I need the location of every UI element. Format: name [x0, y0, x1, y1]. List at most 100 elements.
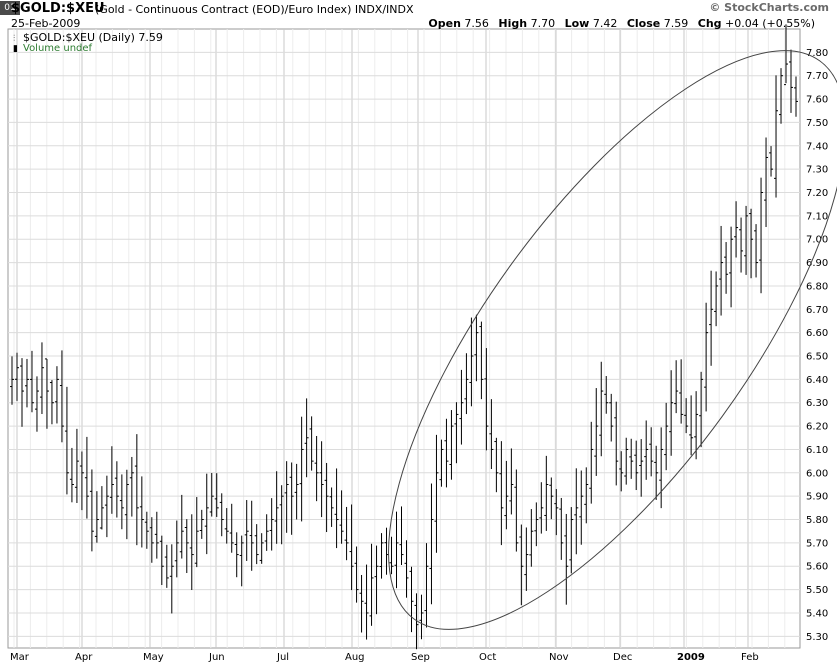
ohlc-bar: [379, 533, 384, 579]
ohlc-bar: [194, 497, 199, 568]
ohlc-bar: [184, 519, 189, 574]
ohlc-readout: Open 7.56 High 7.70 Low 7.42 Close 7.59 …: [428, 17, 821, 30]
ohlc-bar: [149, 517, 154, 563]
ohlc-bar: [254, 524, 259, 565]
ohlc-bar: [589, 421, 594, 504]
ohlc-bar: [359, 574, 364, 633]
ohlc-bar: [409, 566, 414, 633]
ohlc-bar: [699, 371, 704, 448]
ohlc-bar: [114, 461, 119, 518]
ohlc-bar: [494, 437, 499, 493]
ohlc-bar: [174, 520, 179, 578]
ohlc-bar: [714, 271, 719, 327]
ohlc-bar: [539, 482, 544, 534]
ohlc-bar: [674, 360, 679, 414]
y-tick-label: 5.80: [806, 515, 828, 526]
ohlc-bar: [319, 441, 324, 518]
ohlc-bar: [509, 448, 514, 515]
ohlc-bar: [414, 593, 419, 650]
ohlc-bar: [169, 544, 174, 614]
chart-date: 25-Feb-2009: [11, 17, 81, 30]
ohlc-bar: [759, 177, 764, 294]
ohlc-bar: [429, 483, 434, 605]
x-tick-label: Jun: [208, 652, 225, 663]
ohlc-bar: [29, 350, 34, 413]
ohlc-bar: [349, 504, 354, 591]
ohlc-bar: [419, 594, 424, 640]
y-tick-label: 7.30: [806, 165, 828, 176]
ohlc-bar: [404, 540, 409, 598]
ohlc-bar: [309, 416, 314, 471]
x-tick-label: Apr: [75, 652, 93, 663]
ohlc-bar: [159, 535, 164, 586]
ohlc-bar: [724, 242, 729, 294]
open-label: Open: [428, 17, 461, 30]
ohlc-bar: [274, 471, 279, 544]
ohlc-bar: [489, 399, 494, 470]
ohlc-bar: [434, 434, 439, 553]
ohlc-bar-icon: ⫶: [13, 34, 16, 44]
x-tick-label: Jul: [276, 652, 289, 663]
ohlc-bar: [199, 509, 204, 539]
ohlc-bar: [59, 350, 64, 443]
ohlc-bar: [424, 543, 429, 628]
ohlc-bar: [444, 418, 449, 488]
ohlc-bar: [399, 506, 404, 566]
y-tick-label: 6.30: [806, 398, 828, 409]
ohlc-bar: [239, 535, 244, 587]
ohlc-bar: [474, 314, 479, 382]
y-tick-label: 5.70: [806, 538, 828, 549]
y-tick-label: 5.90: [806, 492, 828, 503]
x-tick-label: Feb: [741, 652, 759, 663]
y-tick-label: 6.60: [806, 328, 828, 339]
ohlc-bar: [94, 491, 99, 543]
x-tick-label: Nov: [549, 652, 569, 663]
ohlc-bar: [234, 532, 239, 578]
ohlc-bar: [364, 564, 369, 640]
ohlc-bar: [709, 270, 714, 366]
ohlc-bar: [394, 511, 399, 589]
stockcharts-logo: © StockCharts.com: [709, 1, 829, 14]
y-tick-label: 7.70: [806, 71, 828, 82]
ohlc-bar: [594, 388, 599, 476]
x-tick-label: 2009: [677, 652, 705, 663]
y-tick-label: 6.90: [806, 258, 828, 269]
y-tick-label: 7.00: [806, 235, 828, 246]
ohlc-bar: [294, 463, 299, 520]
ohlc-bar: [544, 455, 549, 531]
y-tick-label: 6.40: [806, 375, 828, 386]
low-value: 7.42: [592, 17, 618, 30]
ohlc-bar: [694, 391, 699, 460]
y-tick-label: 5.60: [806, 562, 828, 573]
x-tick-label: May: [143, 652, 164, 663]
ohlc-bar: [354, 546, 359, 603]
ohlc-bar: [64, 386, 69, 495]
ohlc-bar: [779, 68, 784, 124]
ohlc-bar: [614, 401, 619, 486]
ohlc-bar: [439, 439, 444, 487]
y-tick-label: 5.40: [806, 608, 828, 619]
y-tick-label: 6.10: [806, 445, 828, 456]
ohlc-bar: [679, 359, 684, 424]
ohlc-bar: [634, 440, 639, 491]
trend-ellipse-annotation: [388, 50, 837, 630]
plot-area: [7, 28, 801, 649]
ohlc-bar: [54, 366, 59, 424]
ohlc-bar: [729, 226, 734, 308]
ohlc-bar: [754, 224, 759, 278]
ohlc-bar: [324, 462, 329, 533]
ohlc-bar: [279, 485, 284, 545]
x-tick-label: Sep: [411, 652, 430, 663]
ohlc-bar: [139, 476, 144, 548]
ohlc-bar: [79, 451, 84, 511]
ohlc-bar: [499, 441, 504, 546]
x-tick-label: Mar: [10, 652, 30, 663]
ohlc-bar: [519, 524, 524, 606]
y-tick-label: 5.30: [806, 632, 828, 643]
volume-bars-icon: ▮: [13, 44, 18, 54]
open-value: 7.56: [464, 17, 489, 30]
y-tick-label: 6.20: [806, 422, 828, 433]
chart-symbol: $GOLD:$XEU: [11, 1, 105, 16]
ohlc-bar: [229, 503, 234, 553]
ohlc-bar: [579, 470, 584, 545]
